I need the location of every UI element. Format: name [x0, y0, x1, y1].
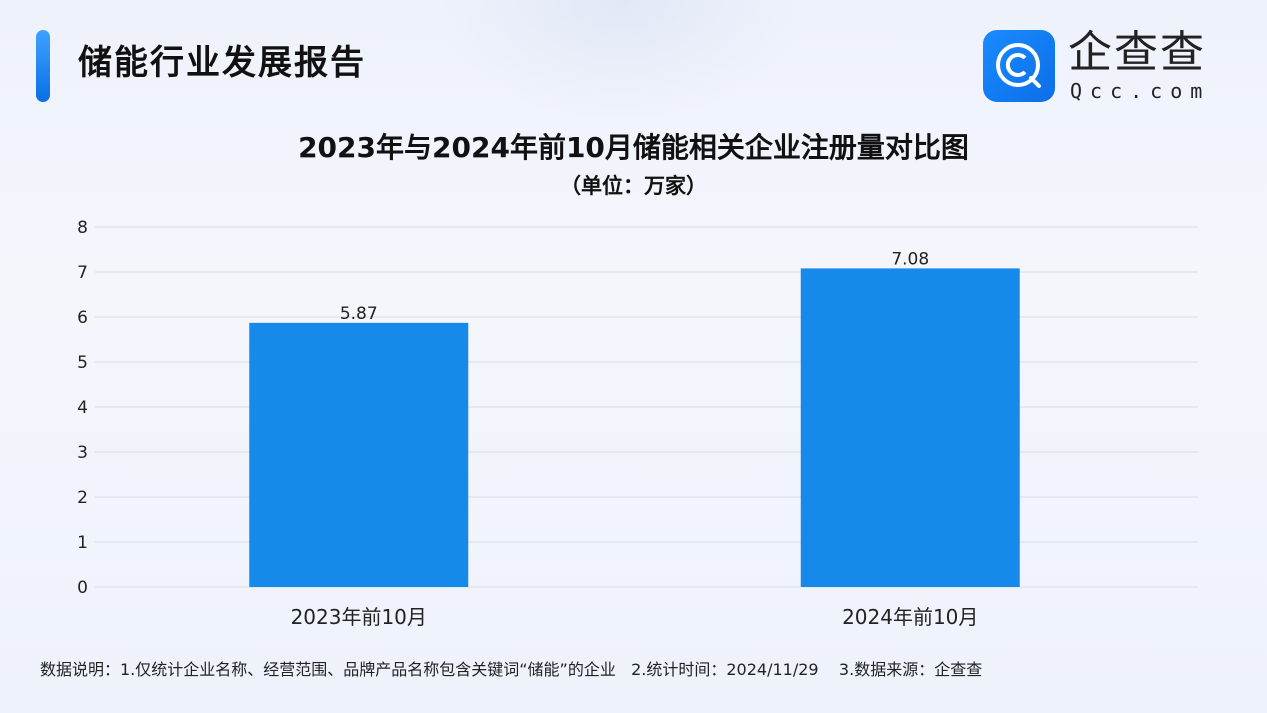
- qcc-logo-icon: [983, 30, 1055, 102]
- y-tick-label: 0: [77, 578, 88, 598]
- chart-title: 2023年与2024年前10月储能相关企业注册量对比图: [298, 131, 969, 164]
- y-tick-label: 5: [77, 353, 88, 373]
- y-tick-label: 6: [77, 308, 88, 328]
- title-accent-bar: [36, 30, 50, 102]
- y-tick-label: 4: [77, 398, 88, 418]
- y-tick-label: 7: [77, 263, 88, 283]
- y-tick-label: 8: [77, 218, 88, 238]
- y-tick-label: 3: [77, 443, 88, 463]
- y-tick-label: 2: [77, 488, 88, 508]
- bar: [249, 322, 469, 587]
- data-label: 5.87: [340, 304, 378, 324]
- logo-text-en: Qcc.com: [1070, 79, 1211, 103]
- x-tick-label: 2023年前10月: [291, 605, 427, 629]
- page-title: 储能行业发展报告: [78, 43, 366, 83]
- y-tick-label: 1: [77, 533, 88, 553]
- footnote: 数据说明：1.仅统计企业名称、经营范围、品牌产品名称包含关键词“储能”的企业 2…: [40, 660, 983, 679]
- x-tick-label: 2024年前10月: [842, 605, 978, 629]
- data-label: 7.08: [891, 249, 929, 269]
- chart-subtitle: （单位：万家）: [560, 174, 707, 198]
- logo-text-cn: 企查查: [1068, 27, 1206, 78]
- bar: [800, 268, 1020, 587]
